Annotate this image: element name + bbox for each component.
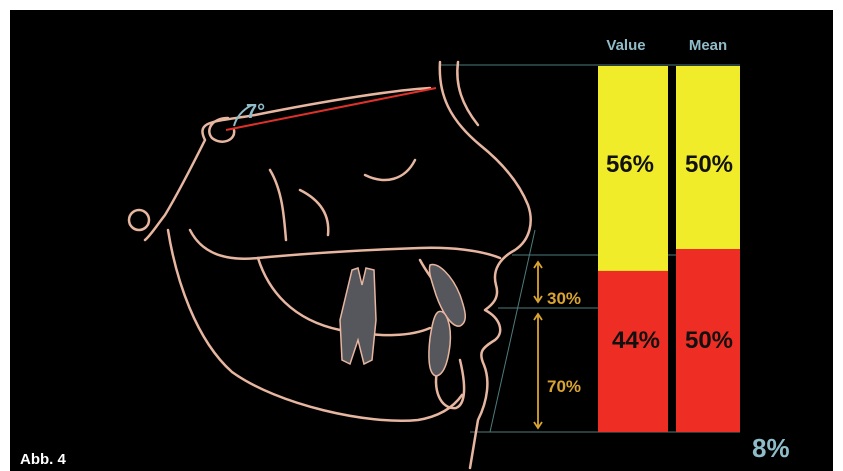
facial-profile-line: [438, 60, 532, 470]
palatal-plane-line: [188, 228, 502, 260]
pterygoid-line: [268, 168, 288, 242]
lower-split-upper-label: 30%: [547, 289, 581, 308]
molar-tooth: [339, 267, 377, 366]
value-column-header: Value: [606, 37, 645, 54]
value-upper-bar: [598, 66, 668, 271]
nasal-bone-line: [456, 60, 480, 127]
lower-incisor-tooth: [428, 310, 452, 377]
value-lower-bar: [598, 270, 668, 432]
orbit-line: [363, 158, 417, 182]
teeth-group: [339, 263, 466, 377]
figure-label: Abb. 4: [20, 451, 66, 468]
symphysis-outline: [434, 358, 466, 410]
angle-arc: [233, 104, 253, 127]
measure-lower-arrow-top: [533, 312, 543, 321]
upper-incisor-tooth: [428, 263, 466, 327]
mean-column-header: Mean: [689, 37, 727, 54]
measure-upper-arrow-top: [533, 260, 543, 269]
lower-split-lower-label: 70%: [547, 377, 581, 396]
value-lower-label: 44%: [612, 327, 660, 354]
sella-outline: [208, 116, 236, 143]
ear-rod-circle: [127, 208, 151, 232]
difference-label: 8%: [752, 433, 790, 463]
value-upper-label: 56%: [606, 151, 654, 178]
measure-upper-arrow-bottom: [533, 295, 543, 304]
mandible-lower-border: [166, 228, 464, 422]
guide-line-diagonal: [489, 229, 536, 433]
maxilla-line: [298, 188, 330, 237]
cranial-base-line: [143, 86, 432, 242]
measure-lower-arrow-bottom: [533, 421, 543, 430]
skull-outline: [127, 60, 532, 470]
angle-line: [225, 87, 437, 131]
mean-upper-bar: [676, 66, 740, 249]
mean-lower-label: 50%: [685, 327, 733, 354]
angle-label: 7°: [246, 101, 265, 123]
mean-lower-bar: [676, 249, 740, 432]
mean-upper-label: 50%: [685, 151, 733, 178]
measurement-arrows: [533, 260, 543, 430]
